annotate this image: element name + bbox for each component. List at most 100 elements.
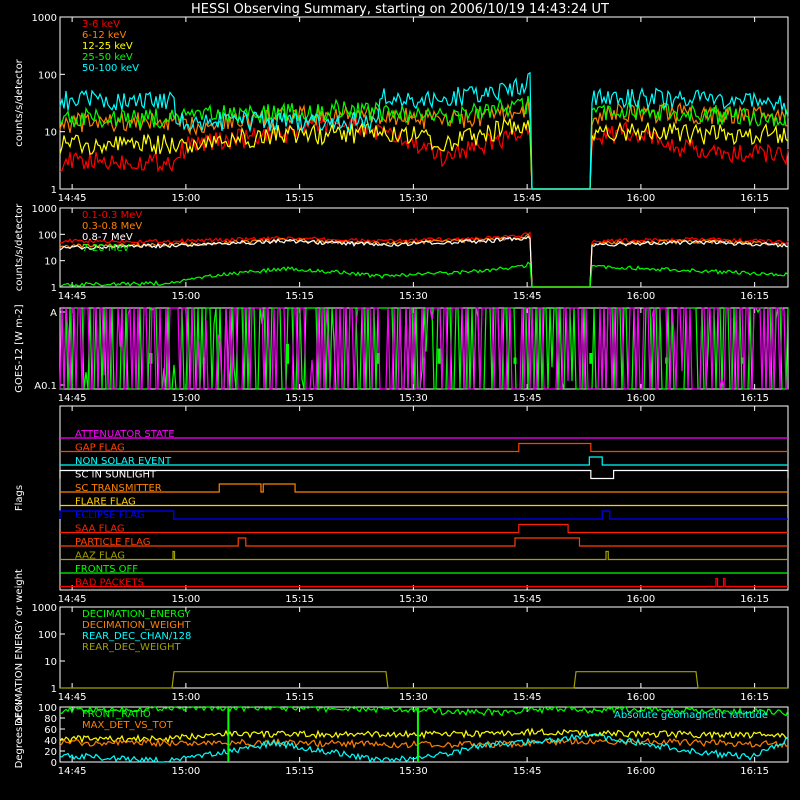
y-tick-label: 10 — [44, 257, 57, 268]
x-tick-label: 14:45 — [58, 291, 87, 302]
panel-goes: 14:45 15:00 15:15 15:30 15:45 16:00 16:15 GOES-… — [14, 304, 789, 404]
series-line — [59, 117, 789, 190]
flag-label: FRONTS OFF — [75, 564, 138, 575]
flag-label: GAP FLAG — [75, 443, 125, 454]
x-tick-label: 15:45 — [513, 393, 542, 404]
legend-entry: 12-25 keV — [82, 41, 133, 52]
series-line — [59, 233, 788, 288]
legend-entry: 3-6 keV — [82, 19, 120, 30]
legend-entry: DECIMATION_WEIGHT — [82, 620, 191, 631]
x-tick-label: 15:45 — [513, 291, 542, 302]
y-tick-label: 100 — [38, 630, 57, 641]
x-tick-label: 15:30 — [399, 692, 428, 703]
legend-entry: MAX_DET_VS_TOT — [82, 720, 174, 731]
y-tick-label: 100 — [38, 70, 57, 81]
y-tick-label: 60 — [44, 725, 57, 736]
x-tick-label: 16:00 — [626, 291, 655, 302]
legend-entry: 0.3-0.8 MeV — [82, 221, 142, 232]
flag-line — [60, 577, 788, 588]
flag-line — [60, 537, 788, 547]
x-tick-label: 15:15 — [285, 766, 314, 777]
y-tick-label: 1 — [51, 684, 57, 695]
x-tick-label: 16:15 — [740, 766, 769, 777]
legend-entry: 50-100 keV — [82, 63, 139, 74]
y-tick-label: 80 — [44, 714, 57, 725]
series-line — [59, 705, 789, 717]
series-line — [59, 737, 789, 749]
y-tick-label: 0 — [51, 758, 57, 769]
flag-line — [60, 442, 788, 453]
x-tick-label: 15:30 — [399, 193, 428, 204]
x-tick-label: 15:00 — [171, 766, 200, 777]
x-tick-label: 15:00 — [171, 594, 200, 605]
x-tick-label: 15:15 — [285, 692, 314, 703]
x-tick-label: 15:30 — [399, 594, 428, 605]
x-tick-label: 14:45 — [58, 594, 87, 605]
plot-frame — [59, 16, 789, 190]
legend-entry: 0.1-0.3 MeV — [82, 210, 142, 221]
legend-entry: REAR_DEC_WEIGHT — [82, 642, 181, 653]
figure-title: HESSI Observing Summary, starting on 200… — [191, 2, 609, 17]
y-tick-label: 40 — [44, 736, 57, 747]
x-tick-label: 16:00 — [626, 766, 655, 777]
legend-entry: 25-50 keV — [82, 52, 133, 63]
x-tick-label: 15:30 — [399, 291, 428, 302]
flag-line — [60, 523, 788, 534]
x-tick-label: 16:15 — [740, 692, 769, 703]
x-tick-label: 16:15 — [740, 291, 769, 302]
x-tick-label: 14:45 — [58, 393, 87, 404]
x-tick-label: 15:00 — [171, 291, 200, 302]
y-axis-label: GOES-12 [W m-2] — [14, 304, 25, 392]
x-tick-label: 15:45 — [513, 766, 542, 777]
flag-line — [59, 510, 788, 520]
y-tick-label: 10 — [44, 128, 57, 139]
plot-frame — [59, 706, 789, 763]
flag-label: BAD PACKETS — [75, 578, 144, 589]
y-tick-label: 1000 — [32, 204, 57, 215]
x-tick-label: 15:15 — [285, 393, 314, 404]
flag-label: NON SOLAR EVENT — [75, 456, 172, 467]
legend-entry: DECIMATION_ENERGY — [82, 609, 191, 620]
flag-line — [60, 550, 788, 561]
y-tick-label: 1 — [51, 283, 57, 294]
x-tick-label: 16:15 — [740, 594, 769, 605]
plot-frame — [59, 405, 789, 591]
flag-line — [60, 483, 788, 493]
series-line — [59, 115, 789, 190]
x-tick-label: 14:45 — [58, 193, 87, 204]
series-line — [59, 727, 789, 744]
x-tick-label: 16:00 — [626, 193, 655, 204]
x-tick-label: 15:15 — [285, 594, 314, 605]
x-tick-label: 15:00 — [171, 692, 200, 703]
x-tick-label: 15:15 — [285, 193, 314, 204]
series-line — [59, 71, 789, 190]
panels: 14:45 15:00 15:15 15:30 15:45 16:00 16:15 count… — [14, 13, 789, 777]
y-axis-label: counts/s/detector — [14, 203, 25, 291]
panel-rates: 14:45 15:00 15:15 15:30 15:45 16:00 16:15 count… — [14, 13, 789, 204]
series-line — [59, 235, 789, 288]
y-tick-label: 1000 — [32, 13, 57, 24]
x-tick-label: 16:00 — [626, 594, 655, 605]
flag-label: FLARE FLAG — [75, 497, 136, 508]
series-line — [59, 733, 789, 764]
flag-line — [59, 469, 789, 480]
flag-line — [60, 456, 788, 466]
legend-entry: 0.8-7 MeV — [82, 232, 133, 243]
y-tick-label: 1000 — [32, 603, 57, 614]
y-tick-label: 1 — [51, 185, 57, 196]
y-axis-label: DECIMATION ENERGY or weight — [14, 569, 25, 726]
panel-flags: 14:45 15:00 15:15 15:30 15:45 16:00 16:15 Flags… — [14, 405, 789, 605]
legend-entry: 7-20 MeV — [82, 243, 130, 254]
y-tick-label: 20 — [44, 747, 57, 758]
y-axis-label: Degrees or % — [14, 701, 25, 769]
x-tick-label: 16:15 — [740, 193, 769, 204]
series-line — [59, 231, 789, 288]
series-line — [59, 306, 788, 390]
flag-label: ECLIPSE FLAG — [75, 510, 145, 521]
flag-label: PARTICLE FLAG — [75, 537, 151, 548]
legend-entry: 6-12 keV — [82, 30, 126, 41]
x-tick-label: 14:45 — [58, 692, 87, 703]
y-tick-label: A0.1 — [34, 381, 57, 392]
x-tick-label: 15:00 — [171, 393, 200, 404]
